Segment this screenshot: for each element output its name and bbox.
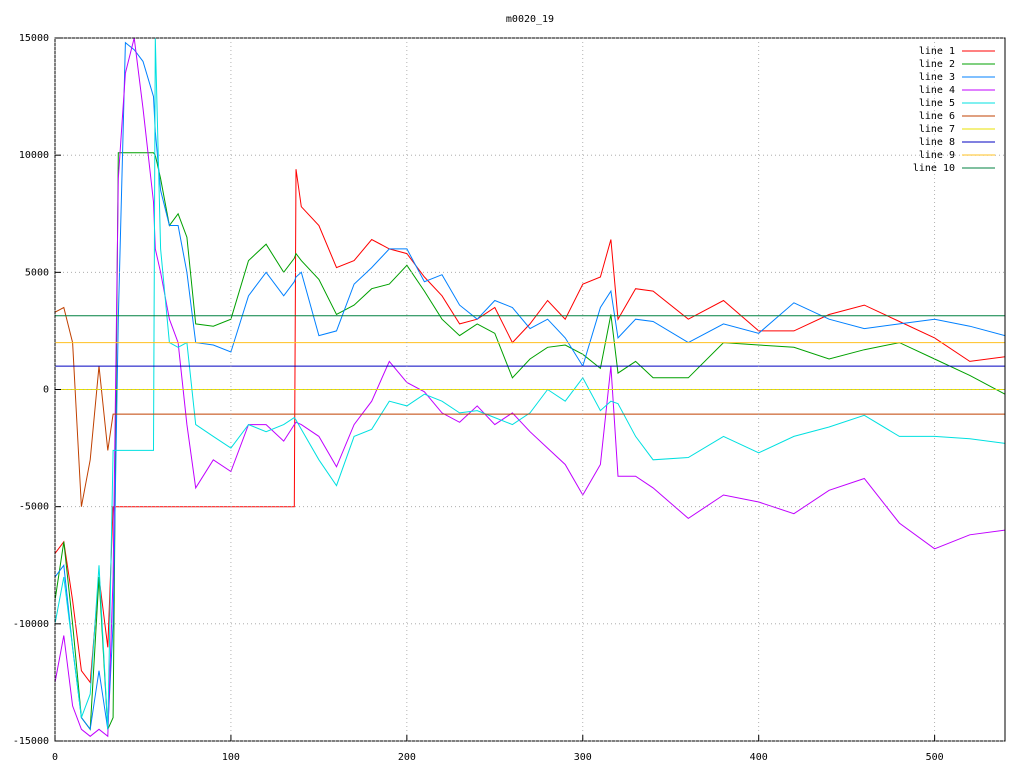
series-line bbox=[55, 169, 1005, 684]
series-line bbox=[55, 152, 1005, 731]
series-line bbox=[55, 38, 1005, 738]
x-tick-label: 0 bbox=[52, 752, 58, 763]
legend-label: line 10 bbox=[913, 163, 955, 174]
series-line bbox=[55, 38, 1005, 730]
legend-label: line 7 bbox=[919, 124, 955, 135]
legend-label: line 5 bbox=[919, 98, 955, 109]
legend-label: line 4 bbox=[919, 85, 955, 96]
y-tick-label: 0 bbox=[43, 385, 49, 396]
y-tick-label: 5000 bbox=[25, 267, 49, 278]
x-tick-label: 400 bbox=[750, 752, 768, 763]
series-line bbox=[55, 306, 1005, 507]
legend-label: line 3 bbox=[919, 72, 955, 83]
y-tick-label: -15000 bbox=[13, 736, 49, 747]
y-tick-label: 10000 bbox=[19, 150, 49, 161]
legend-label: line 6 bbox=[919, 111, 955, 122]
legend-label: line 2 bbox=[919, 59, 955, 70]
chart-title: m0020_19 bbox=[506, 14, 554, 25]
x-tick-label: 100 bbox=[222, 752, 240, 763]
x-tick-label: 500 bbox=[926, 752, 944, 763]
legend-label: line 9 bbox=[919, 150, 955, 161]
x-tick-label: 200 bbox=[398, 752, 416, 763]
legend-label: line 1 bbox=[919, 46, 955, 57]
y-tick-label: 15000 bbox=[19, 33, 49, 44]
y-tick-label: -10000 bbox=[13, 619, 49, 630]
plot-area bbox=[55, 38, 1005, 738]
legend-label: line 8 bbox=[919, 137, 955, 148]
y-tick-label: -5000 bbox=[19, 502, 49, 513]
series-line bbox=[55, 41, 1005, 731]
x-tick-label: 300 bbox=[574, 752, 592, 763]
